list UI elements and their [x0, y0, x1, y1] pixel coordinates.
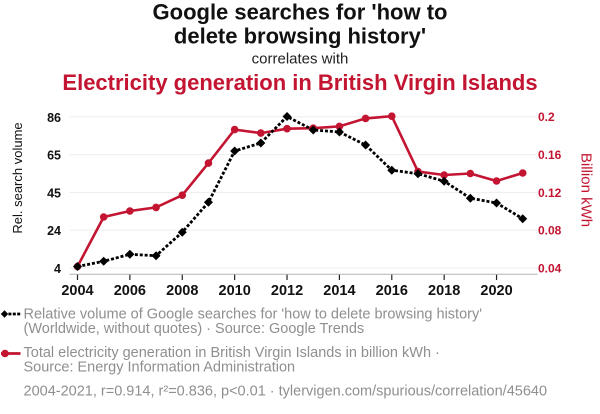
svg-text:delete browsing history': delete browsing history'	[174, 24, 426, 49]
svg-text:2010: 2010	[219, 283, 251, 299]
svg-text:Electricity generation in Brit: Electricity generation in British Virgin…	[62, 70, 537, 95]
svg-text:Google searches for 'how to: Google searches for 'how to	[153, 0, 448, 25]
svg-text:correlates with: correlates with	[252, 51, 349, 68]
svg-text:2004: 2004	[61, 283, 93, 299]
svg-text:86: 86	[47, 111, 61, 125]
svg-text:0.16: 0.16	[538, 148, 562, 162]
svg-text:0.08: 0.08	[538, 224, 562, 238]
svg-text:Relative volume of Google sear: Relative volume of Google searches for '…	[24, 307, 483, 323]
svg-text:Total electricity generation i: Total electricity generation in British …	[24, 345, 440, 361]
svg-text:2012: 2012	[271, 283, 303, 299]
svg-text:Rel. search volume: Rel. search volume	[10, 122, 25, 233]
svg-text:2020: 2020	[480, 283, 512, 299]
svg-text:0.12: 0.12	[538, 186, 562, 200]
svg-text:65: 65	[47, 149, 61, 163]
svg-text:45: 45	[47, 186, 61, 200]
svg-text:0.2: 0.2	[538, 110, 555, 124]
svg-text:2018: 2018	[428, 283, 460, 299]
svg-text:2014: 2014	[323, 283, 355, 299]
svg-text:4: 4	[54, 262, 61, 276]
svg-text:2016: 2016	[376, 283, 408, 299]
svg-text:Source: Energy Information Adm: Source: Energy Information Administratio…	[24, 360, 296, 376]
svg-text:(Worldwide, without quotes) ·: (Worldwide, without quotes) · Source: Go…	[24, 321, 365, 337]
svg-text:2008: 2008	[166, 283, 198, 299]
svg-text:2006: 2006	[114, 283, 146, 299]
svg-text:0.04: 0.04	[538, 261, 562, 275]
svg-text:Billion kWh: Billion kWh	[578, 153, 595, 227]
svg-text:24: 24	[47, 224, 61, 238]
svg-text:2004-2021, r=0.914, r²=0.836,: 2004-2021, r=0.914, r²=0.836, p<0.01 · t…	[24, 383, 548, 399]
